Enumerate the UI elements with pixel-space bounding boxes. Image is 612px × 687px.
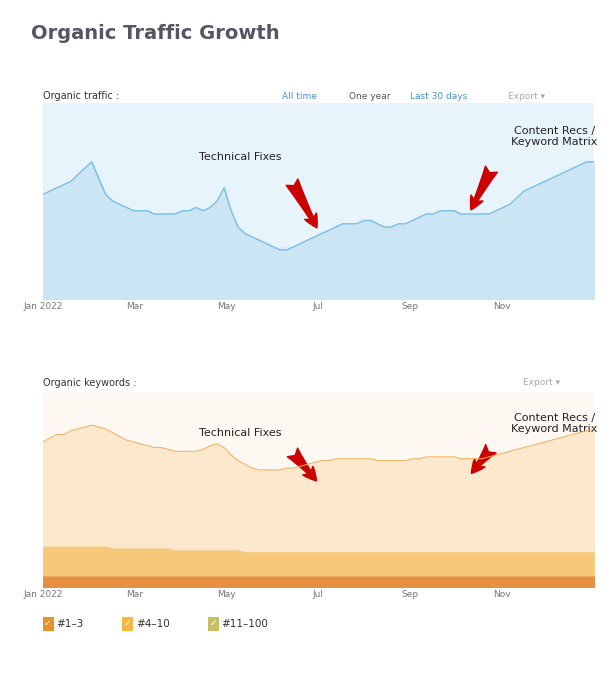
- Text: Export ▾: Export ▾: [523, 378, 560, 387]
- Text: Last 30 days: Last 30 days: [410, 91, 468, 101]
- Bar: [43, 247, 594, 299]
- Text: #11–100: #11–100: [222, 619, 269, 629]
- Text: Organic traffic :: Organic traffic :: [43, 91, 119, 101]
- Text: One year: One year: [349, 91, 390, 101]
- Text: Technical Fixes: Technical Fixes: [199, 428, 282, 438]
- Text: Export ▾: Export ▾: [508, 91, 545, 101]
- Text: #4–10: #4–10: [136, 619, 170, 629]
- Text: Technical Fixes: Technical Fixes: [199, 152, 282, 162]
- Text: All time: All time: [282, 91, 316, 101]
- Text: ✓: ✓: [209, 619, 217, 629]
- Text: ✓: ✓: [44, 619, 51, 629]
- Text: Content Recs /
Keyword Matrix: Content Recs / Keyword Matrix: [512, 413, 598, 434]
- Text: ✓: ✓: [124, 619, 131, 629]
- Text: Organic Traffic Growth: Organic Traffic Growth: [31, 24, 279, 43]
- Text: Organic keywords :: Organic keywords :: [43, 378, 136, 387]
- Text: #1–3: #1–3: [56, 619, 84, 629]
- Text: Content Recs /
Keyword Matrix: Content Recs / Keyword Matrix: [512, 126, 598, 147]
